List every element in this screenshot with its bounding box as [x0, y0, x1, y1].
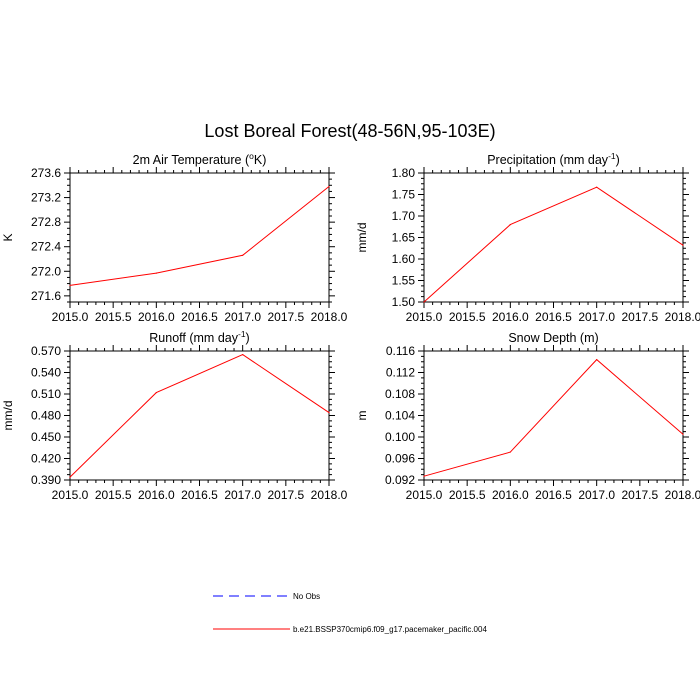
data-point — [509, 451, 511, 453]
x-tick-label: 2017.5 — [267, 488, 304, 502]
x-tick-label: 2015.0 — [406, 488, 443, 502]
y-tick-label: 0.450 — [31, 430, 61, 444]
chart-panel-2: Precipitation (mm day-1) mm/d 2015.0 2015.5… — [355, 151, 700, 324]
y-tick-label: 1.80 — [392, 166, 416, 180]
data-point — [423, 475, 425, 477]
x-tick-label: 2015.0 — [52, 488, 89, 502]
x-tick-label: 2018.0 — [665, 488, 700, 502]
plot-frame — [69, 172, 330, 303]
chart-panel-3: Runoff (mm day-1) mm/d 2015.0 2015.5 2016.0 2… — [1, 329, 348, 502]
y-tick-label: 0.096 — [385, 452, 415, 466]
data-point — [596, 186, 598, 188]
y-tick-label: 0.100 — [385, 430, 415, 444]
data-point — [682, 433, 684, 435]
x-tick-label: 2017.0 — [578, 488, 615, 502]
panel-title: Snow Depth (m) — [508, 331, 598, 345]
series-line — [69, 354, 330, 478]
y-tick-label: 0.480 — [31, 409, 61, 423]
y-tick-label: 0.420 — [31, 452, 61, 466]
y-tick-label: 0.390 — [31, 473, 61, 487]
series-line — [69, 186, 330, 286]
y-tick-label: 272.0 — [31, 264, 61, 278]
figure-title: Lost Boreal Forest(48-56N,95-103E) — [204, 121, 495, 141]
y-tick-label: 1.70 — [392, 209, 416, 223]
data-point — [328, 185, 330, 188]
y-tick-label: 272.8 — [31, 215, 61, 229]
y-tick-label: 0.104 — [385, 409, 415, 423]
chart-panel-1: 2m Air Temperature (oK) K 2015.0 2015.5 2016… — [1, 151, 348, 324]
chart-panels: 2m Air Temperature (oK) K 2015.0 2015.5 2016… — [1, 151, 700, 502]
x-tick-label: 2015.5 — [95, 488, 132, 502]
x-tick-label: 2018.0 — [665, 310, 700, 324]
series-line — [423, 186, 684, 303]
data-point — [423, 301, 425, 303]
data-point — [242, 353, 244, 356]
panel-title: 2m Air Temperature (oK) — [133, 151, 267, 167]
y-tick-label: 273.6 — [31, 166, 61, 180]
data-point — [596, 359, 598, 361]
x-tick-label: 2016.0 — [138, 310, 175, 324]
x-tick-label: 2017.5 — [267, 310, 304, 324]
x-tick-label: 2017.0 — [224, 310, 261, 324]
y-axis-label: mm/d — [1, 401, 15, 431]
y-tick-label: 1.55 — [392, 274, 416, 288]
y-tick-label: 0.108 — [385, 387, 415, 401]
y-tick-label: 0.092 — [385, 473, 415, 487]
x-tick-label: 2015.5 — [449, 310, 486, 324]
plot-frame — [69, 350, 330, 481]
x-tick-label: 2018.0 — [311, 310, 348, 324]
x-tick-label: 2016.5 — [181, 310, 218, 324]
y-axis-label: K — [1, 233, 15, 241]
y-tick-label: 272.4 — [31, 240, 61, 254]
data-point — [69, 476, 71, 478]
data-point — [155, 391, 157, 394]
y-tick-label: 0.540 — [31, 366, 61, 380]
y-axis-label: m — [355, 411, 369, 421]
y-tick-label: 1.75 — [392, 188, 416, 202]
y-tick-label: 1.65 — [392, 231, 416, 245]
y-tick-label: 0.116 — [386, 344, 415, 358]
x-tick-label: 2015.0 — [406, 310, 443, 324]
panel-title: Runoff (mm day-1) — [149, 329, 249, 345]
x-tick-label: 2016.0 — [138, 488, 175, 502]
panel-title: Precipitation (mm day-1) — [487, 151, 620, 167]
data-point — [242, 254, 244, 256]
x-tick-label: 2015.5 — [449, 488, 486, 502]
data-point — [328, 412, 330, 414]
legend: No Obs b.e21.BSSP370cmip6.f09_g17.pacema… — [213, 592, 487, 634]
y-tick-label: 273.2 — [31, 191, 61, 205]
series-line — [423, 358, 684, 477]
legend-label-model: b.e21.BSSP370cmip6.f09_g17.pacemaker_pac… — [293, 625, 487, 634]
x-tick-label: 2015.0 — [52, 310, 89, 324]
x-tick-label: 2016.5 — [535, 310, 572, 324]
y-tick-label: 0.570 — [31, 344, 61, 358]
y-tick-label: 1.50 — [392, 295, 416, 309]
plot-frame — [423, 350, 684, 481]
y-tick-label: 271.6 — [31, 289, 61, 303]
x-tick-label: 2015.5 — [95, 310, 132, 324]
data-point — [155, 272, 157, 274]
plot-frame — [423, 172, 684, 303]
chart-panel-4: Snow Depth (m) m 2015.0 2015.5 2016.0 2016.5 2… — [355, 331, 700, 502]
x-tick-label: 2017.5 — [621, 310, 658, 324]
legend-label-no-obs: No Obs — [293, 592, 320, 601]
y-tick-label: 1.60 — [392, 252, 416, 266]
y-tick-label: 0.112 — [386, 366, 415, 380]
data-point — [509, 224, 511, 226]
data-point — [69, 284, 71, 287]
y-tick-label: 0.510 — [31, 387, 61, 401]
x-tick-label: 2017.0 — [224, 488, 261, 502]
data-point — [682, 244, 684, 246]
x-tick-label: 2018.0 — [311, 488, 348, 502]
x-tick-label: 2016.0 — [492, 488, 529, 502]
x-tick-label: 2017.5 — [621, 488, 658, 502]
x-tick-label: 2016.5 — [181, 488, 218, 502]
y-axis-label: mm/d — [355, 223, 369, 253]
x-tick-label: 2016.5 — [535, 488, 572, 502]
x-tick-label: 2016.0 — [492, 310, 529, 324]
x-tick-label: 2017.0 — [578, 310, 615, 324]
